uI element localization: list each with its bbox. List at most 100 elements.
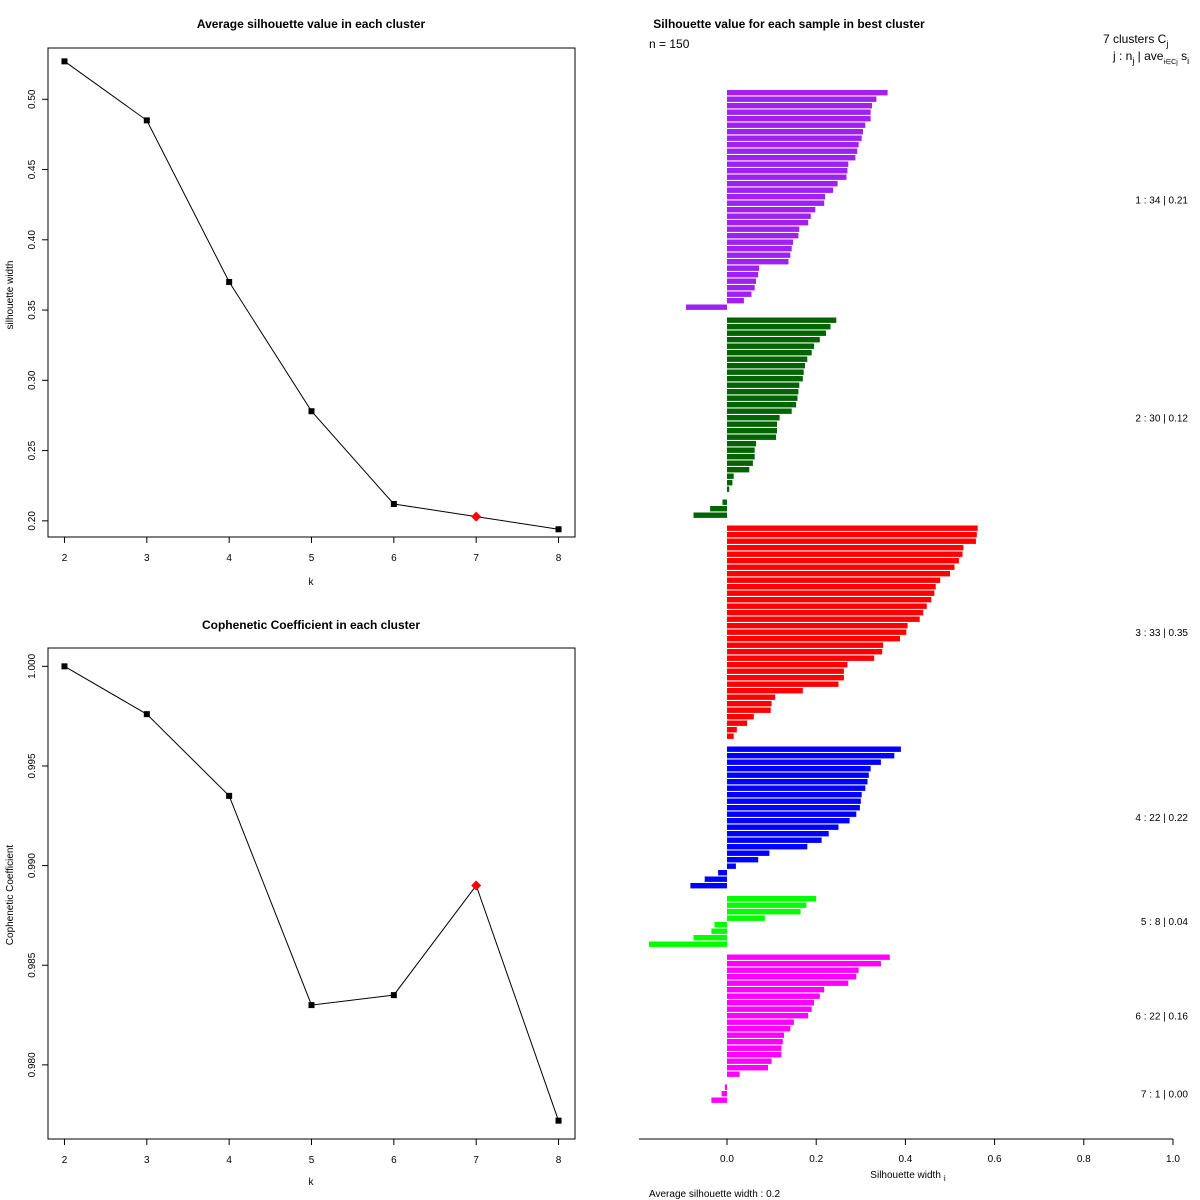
silhouette-bar — [649, 941, 727, 947]
x-tick-label: 4 — [226, 1155, 232, 1166]
silhouette-y-label: silhouette width — [5, 261, 16, 330]
silhouette-bar — [727, 278, 756, 284]
silhouette-bar — [727, 558, 959, 564]
silhouette-bar — [727, 142, 859, 148]
cluster-labels: 1 : 34 | 0.21 2 : 30 | 0.12 3 : 33 | 0.35 4… — [1135, 196, 1188, 1101]
legend-header-line2-text: j : n — [1112, 49, 1132, 63]
cluster-label: 5 : 8 | 0.04 — [1141, 917, 1189, 928]
silhouette-bar — [727, 1039, 783, 1045]
x-tick-label: 3 — [144, 1155, 150, 1166]
silhouette-bar — [727, 389, 799, 395]
silhouette-bar — [727, 376, 803, 382]
silhouette-bar — [714, 922, 727, 928]
silhouette-bar — [727, 220, 809, 226]
silhouette-bar — [727, 298, 744, 304]
silhouette-bar — [727, 330, 826, 336]
silhouette-bar — [727, 597, 932, 603]
silhouette-bar — [727, 116, 871, 122]
silhouette-bar — [727, 733, 734, 739]
silhouette-bar — [727, 779, 868, 785]
x-tick-label: 0.6 — [988, 1154, 1002, 1165]
x-tick-label: 6 — [391, 1155, 397, 1166]
x-tick-label: 0.0 — [720, 1154, 734, 1165]
silhouette-bar — [727, 863, 736, 869]
silhouette-bar — [727, 337, 820, 343]
cluster-label: 2 : 30 | 0.12 — [1135, 413, 1188, 424]
legend-header-line2: j : nj | avei∈Cj si — [1112, 49, 1189, 66]
y-tick-label: 0.40 — [27, 230, 38, 250]
silhouette-bar — [727, 213, 811, 219]
silhouette-bar — [693, 512, 727, 518]
cophenetic-chart-title: Cophenetic Coefficient in each cluster — [202, 618, 420, 632]
silhouette-bar — [727, 480, 733, 486]
silhouette-bar — [727, 974, 857, 980]
silhouette-bar — [727, 181, 838, 187]
silhouette-bar — [727, 980, 849, 986]
silhouette-bar — [727, 707, 771, 713]
silhouette-bar — [724, 1084, 727, 1090]
silhouette-line-chart: Average silhouette value in each cluster… — [5, 17, 576, 588]
silhouette-bar — [727, 1045, 782, 1051]
silhouette-bar — [727, 1065, 768, 1071]
silhouette-bar — [727, 987, 825, 993]
silhouette-bar — [718, 870, 727, 876]
silhouette-bar — [727, 1019, 794, 1025]
silhouette-bar — [727, 226, 800, 232]
x-tick-label: 2 — [62, 1155, 68, 1166]
silhouette-bar — [727, 454, 755, 460]
legend-header-line2-end-sub: i — [1187, 56, 1189, 66]
silhouette-bar — [727, 532, 977, 538]
silhouette-x-axis: 2 3 4 5 6 7 8 — [62, 537, 562, 564]
silhouette-bar — [727, 1000, 814, 1006]
x-tick-label: 5 — [309, 1155, 315, 1166]
cophenetic-x-axis: 2 3 4 5 6 7 8 — [62, 1139, 562, 1166]
silhouette-bar — [727, 1052, 782, 1058]
x-tick-label: 6 — [391, 553, 397, 564]
silhouette-bar — [727, 772, 869, 778]
silhouette-bar — [727, 207, 816, 213]
silhouette-bar — [727, 590, 935, 596]
y-tick-label: 0.25 — [27, 440, 38, 460]
silhouette-bar — [727, 369, 804, 375]
silhouette-bar — [727, 1058, 772, 1064]
silhouette-bar-chart: Silhouette value for each sample in best… — [639, 17, 1189, 1200]
silhouette-bar — [727, 168, 848, 174]
cophenetic-x-label: k — [309, 1177, 315, 1188]
bars-x-label-sub: i — [944, 1174, 946, 1183]
silhouette-bar — [727, 174, 847, 180]
silhouette-bar — [727, 954, 890, 960]
data-point-marker — [308, 1002, 315, 1009]
silhouette-bar — [727, 564, 955, 570]
silhouette-bar — [727, 551, 963, 557]
silhouette-bar — [727, 616, 920, 622]
data-point-marker — [143, 117, 150, 124]
data-point-marker — [308, 408, 315, 415]
silhouette-bar — [727, 363, 805, 369]
silhouette-bar — [727, 1013, 809, 1019]
silhouette-bar — [727, 194, 826, 200]
x-tick-label: 0.4 — [898, 1154, 912, 1165]
silhouette-x-label: k — [309, 577, 315, 588]
silhouette-bar — [727, 753, 895, 759]
silhouette-bar — [727, 135, 862, 141]
silhouette-bar — [727, 603, 927, 609]
silhouette-bar — [727, 103, 872, 109]
silhouette-bar — [727, 246, 792, 252]
silhouette-bars-title: Silhouette value for each sample in best… — [653, 17, 925, 31]
silhouette-bar — [727, 122, 866, 128]
highlight-point-marker — [471, 880, 482, 891]
cophenetic-series — [61, 663, 562, 1124]
silhouette-bar — [727, 486, 730, 492]
silhouette-bar — [727, 525, 978, 531]
silhouette-bar — [727, 675, 844, 681]
x-tick-label: 8 — [556, 553, 562, 564]
silhouette-bar — [727, 467, 750, 473]
silhouette-bar — [727, 538, 976, 544]
silhouette-bar — [727, 96, 877, 102]
silhouette-bar — [727, 324, 831, 330]
bars-x-axis: 0.0 0.2 0.4 0.6 0.8 1.0 — [720, 1139, 1180, 1165]
y-tick-label: 0.45 — [27, 159, 38, 179]
silhouette-bar — [727, 356, 808, 362]
cluster-label: 6 : 22 | 0.16 — [1135, 1011, 1188, 1022]
